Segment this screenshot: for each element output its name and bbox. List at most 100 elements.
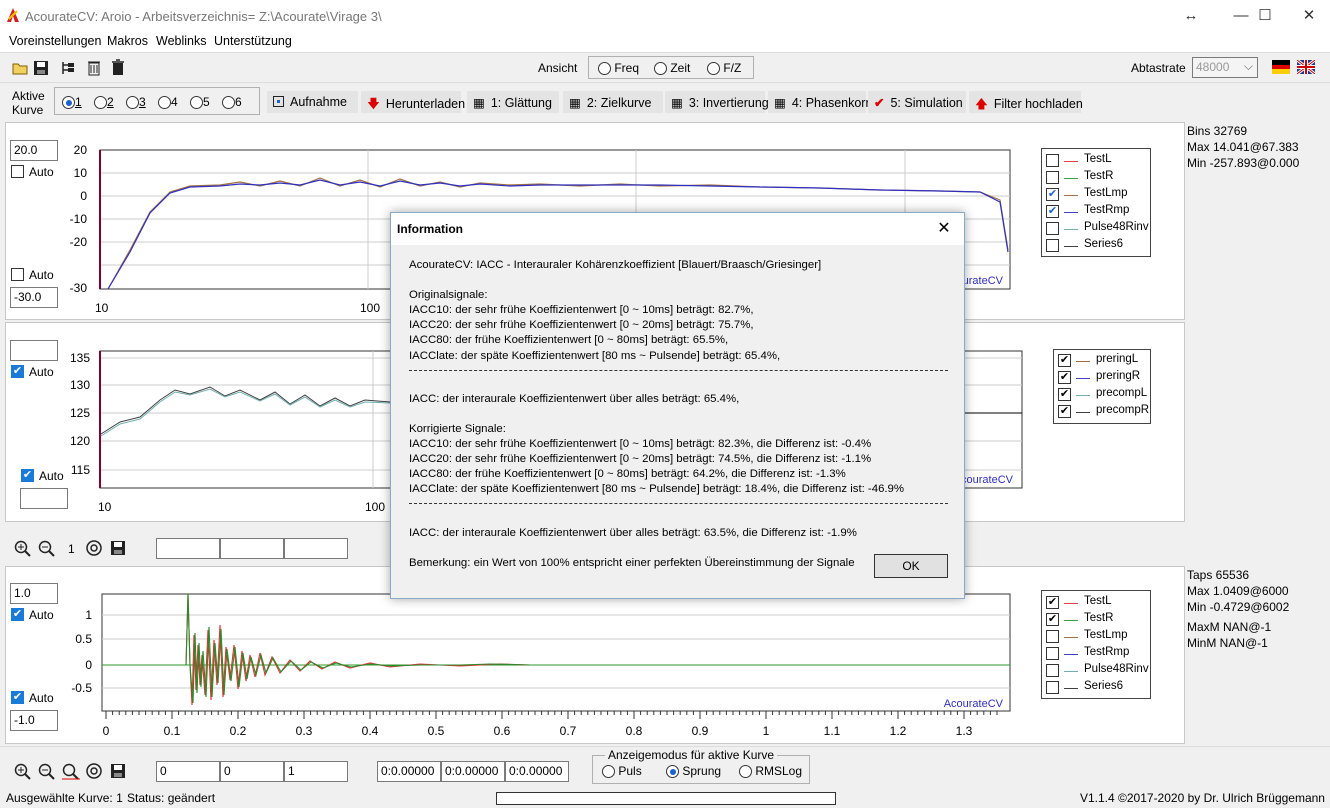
- german-flag-icon[interactable]: [1272, 60, 1290, 74]
- mode-sprung[interactable]: Sprung: [666, 764, 721, 779]
- save-icon[interactable]: [33, 60, 49, 76]
- curve-radio-1[interactable]: 1: [62, 95, 82, 110]
- target-icon[interactable]: [86, 540, 104, 558]
- plot1-auto-max-checkbox[interactable]: [11, 165, 24, 178]
- plot2-ytick: 125: [70, 406, 90, 420]
- dialog-message: AcourateCV: IACC - Interauraler Kohärenz…: [409, 258, 948, 571]
- plot2-ytick: 135: [70, 351, 90, 365]
- zoom-range-icon[interactable]: [62, 763, 80, 781]
- zoom-out-icon[interactable]: [38, 763, 56, 781]
- plot2-auto-min-checkbox[interactable]: ✔: [21, 469, 34, 482]
- view-fz[interactable]: F/Z: [707, 61, 741, 76]
- main-toolbar: Ansicht Freq Zeit F/Z Abtastrate 48000 ⌵: [0, 52, 1330, 82]
- maximize-button[interactable]: ☐: [1258, 7, 1272, 24]
- simulation-button[interactable]: ✔ 5: Simulation: [868, 91, 966, 113]
- upload-arrow-icon: 🡅: [975, 97, 988, 111]
- calculator-icon: ▦: [774, 96, 786, 110]
- view-zeit[interactable]: Zeit: [654, 61, 690, 76]
- app-logo-icon: [7, 8, 19, 22]
- plot2-auto-max-checkbox[interactable]: ✔: [11, 365, 24, 378]
- mode-puls[interactable]: Puls: [602, 764, 642, 779]
- herunterladen-button[interactable]: 🡇 Herunterladen: [361, 91, 465, 113]
- dialog-line: IACC20: der sehr frühe Koeffizientenwert…: [409, 319, 754, 332]
- plot3-min-input[interactable]: -1.0: [10, 710, 58, 731]
- mode-rmslog[interactable]: RMSLog: [739, 764, 802, 779]
- status-selected-curve: Ausgewählte Kurve: 1: [6, 791, 123, 805]
- menu-weblinks[interactable]: Weblinks: [156, 34, 207, 48]
- plot3-xtick: 0.1: [164, 724, 181, 738]
- impulse-chart[interactable]: 1 0.5 0 -0.5 0 0.1 0.2 0.3 0.4 0.5 0.6 0.7 0.8 0.…: [60, 585, 1020, 740]
- menu-unterstuetzung[interactable]: Unterstützung: [214, 34, 292, 48]
- bottom-field-a1[interactable]: 0: [156, 761, 220, 782]
- dialog-line: IACClate: der späte Koeffizientenwert [8…: [409, 349, 781, 362]
- plot2-auto-label: Auto: [29, 365, 54, 379]
- curve-radio-6[interactable]: 6: [222, 95, 242, 110]
- resize-icon[interactable]: ↔: [1183, 7, 1199, 24]
- plot1-auto-min-checkbox[interactable]: [11, 268, 24, 281]
- plot3-xtick: 0.9: [692, 724, 709, 738]
- checkmark-icon: ✔: [874, 96, 885, 110]
- abtastrate-select[interactable]: 48000 ⌵: [1192, 57, 1258, 78]
- save-icon[interactable]: [110, 540, 126, 556]
- curve-radio-2[interactable]: 2: [94, 95, 114, 110]
- menu-makros[interactable]: Makros: [107, 34, 148, 48]
- minimize-button[interactable]: —: [1233, 7, 1249, 24]
- bottom-field-b2[interactable]: 0:0.00000: [441, 761, 505, 782]
- phasenkorr-button[interactable]: ▦ 4: Phasenkorr: [768, 91, 870, 113]
- target-icon[interactable]: [86, 763, 104, 781]
- save-icon[interactable]: [110, 763, 126, 779]
- bottom-field-b3[interactable]: 0:0.00000: [505, 761, 569, 782]
- plot3-auto-max-checkbox[interactable]: ✔: [11, 608, 24, 621]
- dialog-line: IACC20: der sehr frühe Koeffizientenwert…: [409, 453, 872, 466]
- zoom-in-icon[interactable]: [14, 763, 32, 781]
- aufnahme-button[interactable]: Aufnahme: [267, 91, 358, 113]
- mid-field-1[interactable]: [156, 538, 220, 559]
- filter-hochladen-button[interactable]: 🡅 Filter hochladen: [969, 91, 1083, 113]
- plot3-watermark: AcourateCV: [944, 698, 1004, 710]
- plot1-legend: TestL TestR ✔ TestLmp ✔ TestRmp Pulse48Rin…: [1041, 148, 1151, 257]
- curve-radio-4[interactable]: 4: [158, 95, 178, 110]
- plot3-ytick: 1: [85, 608, 92, 622]
- bottom-field-b1[interactable]: 0:0.00000: [377, 761, 441, 782]
- bottom-toolbar: 0 0 1 0:0.00000 0:0.00000 0:0.00000 Anze…: [0, 746, 1330, 788]
- curve-radio-3[interactable]: 3: [126, 95, 146, 110]
- testrmp-curve: [107, 179, 1009, 290]
- bottom-field-a2[interactable]: 0: [220, 761, 284, 782]
- glaettung-button[interactable]: ▦ 1: Glättung: [467, 91, 559, 113]
- mid-field-2[interactable]: [220, 538, 284, 559]
- dialog-close-button[interactable]: ✕: [937, 220, 951, 237]
- zoom-out-icon[interactable]: [38, 540, 56, 558]
- plot3-max-input[interactable]: 1.0: [10, 583, 58, 604]
- dialog-line: AcourateCV: IACC - Interauraler Kohärenz…: [409, 259, 822, 271]
- menu-voreinstellungen[interactable]: Voreinstellungen: [9, 34, 102, 48]
- curve-radio-5[interactable]: 5: [190, 95, 210, 110]
- plot2-max-input[interactable]: [10, 340, 58, 361]
- ok-button[interactable]: OK: [874, 554, 948, 578]
- plot3-xtick: 0.7: [560, 724, 577, 738]
- multi-delete-icon[interactable]: [86, 59, 102, 76]
- delete-icon[interactable]: [110, 59, 126, 76]
- plot1-min-input[interactable]: -30.0: [10, 287, 58, 308]
- zielkurve-button[interactable]: ▦ 2: Zielkurve: [563, 91, 663, 113]
- plot1-ytick: -10: [70, 212, 88, 226]
- tree-icon[interactable]: [60, 60, 76, 76]
- zoom-in-icon[interactable]: [14, 540, 32, 558]
- mid-field-3[interactable]: [284, 538, 348, 559]
- abtastrate-label: Abtastrate: [1131, 61, 1186, 75]
- dialog-title: Information: [391, 213, 964, 245]
- bottom-field-a3[interactable]: 1: [284, 761, 348, 782]
- invertierung-button[interactable]: ▦ 3: Invertierung: [665, 91, 769, 113]
- plot2-min-input[interactable]: [20, 488, 68, 509]
- plot3-ytick: -0.5: [71, 681, 92, 695]
- view-freq[interactable]: Freq: [598, 61, 639, 76]
- open-folder-icon[interactable]: [12, 60, 30, 76]
- plot3-auto-min-checkbox[interactable]: ✔: [11, 691, 24, 704]
- close-window-button[interactable]: ✕: [1302, 7, 1316, 24]
- uk-flag-icon[interactable]: [1297, 60, 1315, 74]
- plot1-info: Bins 32769 Max 14.041@67.383 Min -257.893@…: [1187, 124, 1300, 170]
- plot1-max-input[interactable]: 20.0: [10, 140, 58, 161]
- plot1-xtick: 10: [95, 301, 109, 315]
- plot3-xtick: 0.6: [494, 724, 511, 738]
- curve-radio-group: 1 2 3 4 5 6: [54, 87, 260, 115]
- progress-bar: [496, 792, 836, 805]
